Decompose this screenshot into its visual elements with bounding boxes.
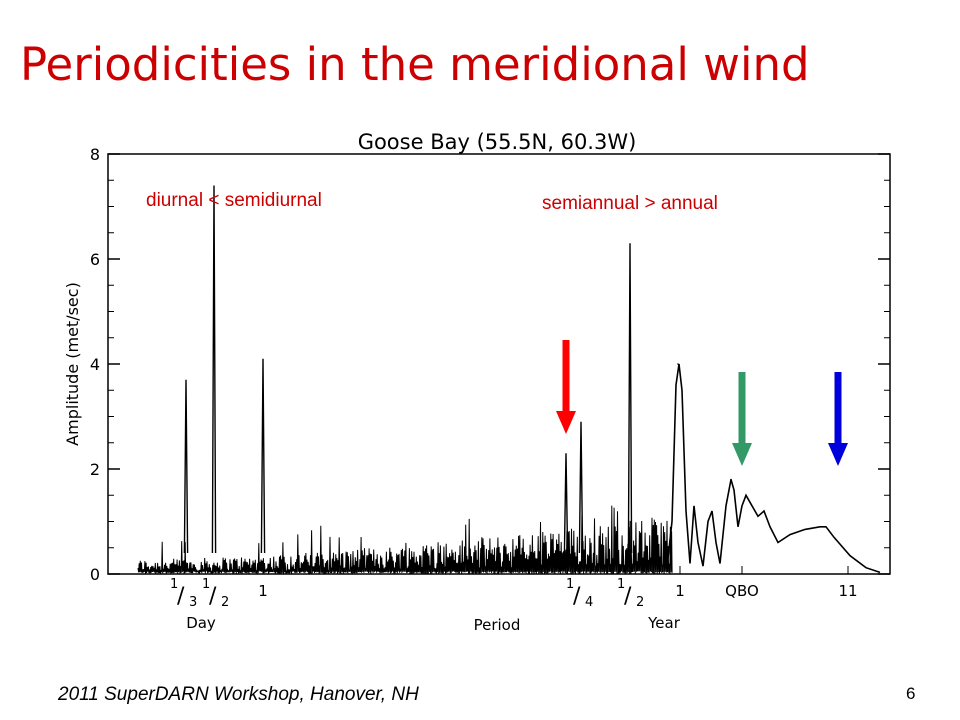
- svg-text:/: /: [624, 584, 632, 609]
- y-axis-label: Amplitude (met/sec): [63, 282, 82, 446]
- y-axis: 0 2 4 6 8: [90, 145, 890, 584]
- x-axis-label: Period: [474, 616, 521, 634]
- spectral-peak: [730, 478, 732, 481]
- spectral-peak: [183, 379, 189, 554]
- y-tick-label: 4: [90, 355, 100, 374]
- y-tick-label: 8: [90, 145, 100, 164]
- y-tick-label: 2: [90, 460, 100, 479]
- svg-text:/: /: [573, 584, 581, 609]
- svg-text:2: 2: [221, 595, 229, 610]
- svg-text:/: /: [177, 584, 185, 609]
- x-tick-label: 1: [258, 582, 268, 600]
- x-axis: 1/31/21 1/41/21 QBO 11: [170, 566, 858, 610]
- annotation-semiannual: semiannual > annual: [542, 193, 718, 214]
- spectral-peak: [211, 185, 217, 554]
- y-tick-label: 6: [90, 250, 100, 269]
- plot-frame: [107, 153, 891, 575]
- spectral-peak: [578, 421, 584, 554]
- arrow-blue: [828, 372, 848, 466]
- chart-title: Goose Bay (55.5N, 60.3W): [358, 130, 637, 154]
- x-tick-label: 1: [566, 577, 574, 592]
- annotation-diurnal: diurnal < semidiurnal: [146, 190, 322, 211]
- page-number: 6: [906, 684, 916, 703]
- x-tick-label: 1: [617, 577, 625, 592]
- svg-text:3: 3: [189, 595, 197, 610]
- spectral-peak: [260, 358, 266, 554]
- slide-title: Periodicities in the meridional wind: [20, 38, 810, 91]
- x-tick-label: 11: [838, 582, 857, 600]
- spectral-peak: [821, 525, 823, 528]
- footer-text: 2011 SuperDARN Workshop, Hanover, NH: [58, 684, 419, 705]
- arrow-red: [556, 340, 576, 434]
- svg-text:/: /: [209, 584, 217, 609]
- x-tick-label: QBO: [725, 582, 759, 600]
- x-tick-label: 1: [675, 582, 685, 600]
- x-tick-label: 1: [170, 577, 178, 592]
- y-tick-label: 0: [90, 565, 100, 584]
- arrow-green: [732, 372, 752, 466]
- svg-text:2: 2: [636, 595, 644, 610]
- svg-text:4: 4: [585, 595, 593, 610]
- spectrum-noise-floor: [137, 505, 673, 575]
- x-group-label-day: Day: [186, 614, 216, 632]
- spectral-peak: [563, 453, 569, 554]
- spectral-peak: [677, 363, 679, 365]
- x-group-label-year: Year: [647, 614, 681, 632]
- spectrum-line: [667, 363, 881, 574]
- x-tick-label: 1: [202, 577, 210, 592]
- spectral-peak: [627, 243, 633, 554]
